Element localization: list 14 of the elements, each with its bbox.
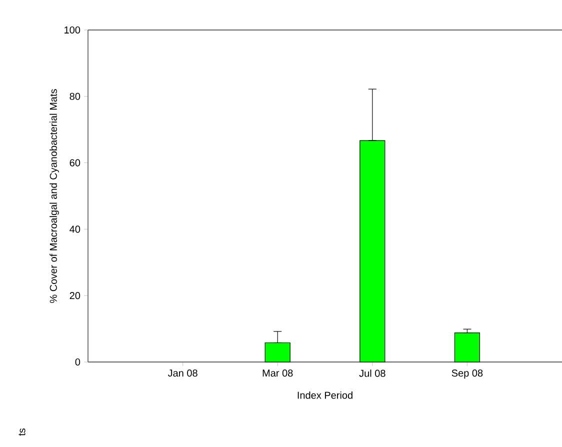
x-tick-label: Mar 08	[262, 370, 293, 377]
x-tick-label: Jan 08	[168, 370, 198, 377]
x-axis-title: Index Period	[298, 391, 352, 399]
y-tick-label: 20	[70, 292, 80, 300]
y-tick-label: 80	[70, 92, 80, 100]
x-tick-label: Jul 08	[359, 370, 386, 377]
y-axis-title: % Cover of Macroalgal and Cyanobacterial Mats	[50, 89, 59, 303]
y-tick-label: 40	[70, 226, 80, 233]
y-tick-label: 100	[64, 26, 80, 34]
y-tick-label: 0	[75, 358, 80, 366]
y-tick-label: 60	[70, 159, 80, 166]
x-tick-label: Sep 08	[452, 370, 483, 379]
bar	[454, 332, 480, 362]
text: ts	[18, 428, 26, 436]
